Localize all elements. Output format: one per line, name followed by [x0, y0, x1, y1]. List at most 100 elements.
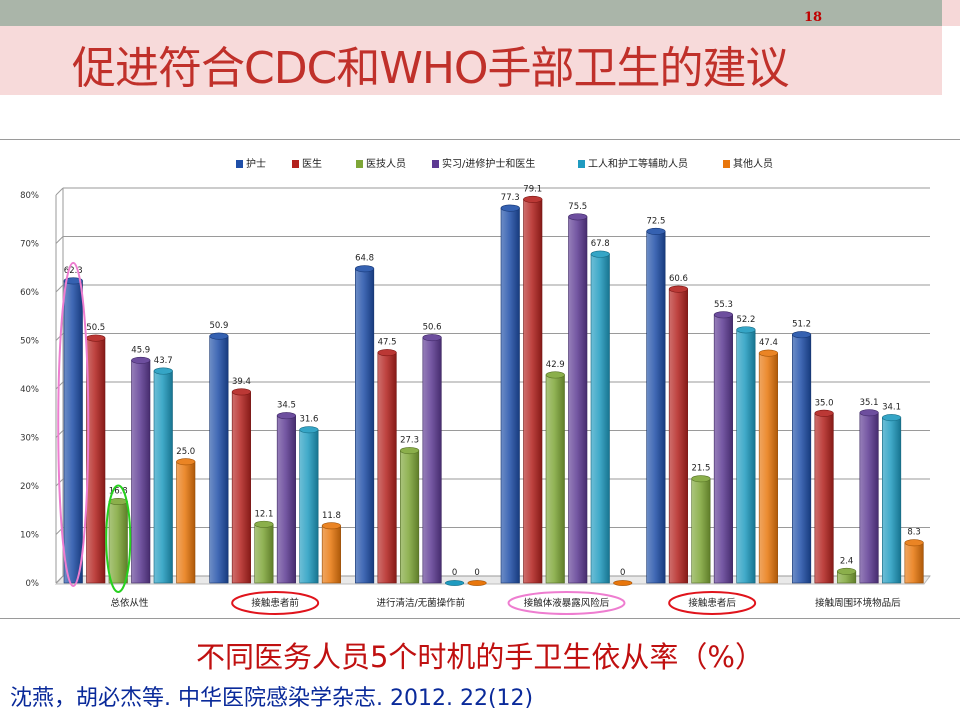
- value-label: 67.8: [591, 239, 610, 249]
- bar: [859, 409, 879, 584]
- bar-body: [691, 478, 711, 584]
- legend-swatch: [578, 160, 585, 168]
- bar: [758, 349, 778, 584]
- bar: [814, 409, 834, 584]
- bar: [355, 265, 375, 584]
- bar-zero-cap: [467, 580, 487, 586]
- bar: [86, 334, 106, 584]
- bar: [400, 447, 420, 584]
- bar-body: [904, 542, 924, 584]
- value-label: 50.6: [423, 323, 442, 333]
- bar-body: [86, 337, 106, 584]
- value-label: 27.3: [400, 436, 419, 446]
- value-label: 35.1: [860, 398, 879, 408]
- bar: [691, 475, 711, 584]
- gridline-diagonal-5: [55, 333, 64, 341]
- bar: [422, 334, 442, 584]
- category-label: 进行清洁/无菌操作前: [376, 597, 465, 609]
- bar: [590, 250, 610, 584]
- value-label: 52.2: [736, 315, 755, 325]
- bar: [299, 426, 319, 584]
- bar-cap: [231, 388, 251, 396]
- bar-cap: [176, 458, 196, 466]
- bar-cap: [63, 277, 83, 285]
- bar-cap: [758, 349, 778, 357]
- bar: [254, 520, 274, 584]
- bar-cap: [400, 447, 420, 455]
- bar-body: [859, 412, 879, 584]
- bar: [646, 227, 666, 584]
- bar-cap: [668, 285, 688, 293]
- legend-label: 医生: [302, 157, 322, 170]
- category-label: 接触周围环境物品后: [815, 597, 901, 609]
- bar: [613, 580, 633, 586]
- bar-cap: [209, 332, 229, 340]
- y-tick-label: 60%: [20, 288, 39, 298]
- bar: [736, 326, 756, 584]
- bar-zero-cap: [613, 580, 633, 586]
- gridline-diagonal-6: [55, 284, 64, 293]
- bar-body: [568, 216, 588, 584]
- bar-body: [814, 412, 834, 584]
- bar-body: [792, 334, 812, 584]
- bar: [176, 458, 196, 584]
- bar-cap: [713, 311, 733, 319]
- bar-cap: [837, 567, 857, 575]
- bar-cap: [545, 371, 565, 379]
- legend-label: 实习/进修护士和医生: [442, 157, 535, 170]
- gridline-diagonal-3: [55, 430, 64, 438]
- highlight-ellipse-green-bar: [105, 484, 132, 594]
- bar: [231, 388, 251, 584]
- bar-body: [355, 268, 375, 584]
- bar-body: [377, 352, 397, 584]
- bar: [108, 498, 128, 584]
- value-label: 11.8: [322, 511, 341, 521]
- bar-cap: [131, 356, 151, 364]
- highlight-ellipse-red: [231, 591, 320, 615]
- value-label: 62.3: [64, 266, 83, 276]
- bar-body: [209, 335, 229, 584]
- legend-label: 护士: [246, 157, 266, 170]
- bar-cap: [646, 227, 666, 235]
- chart-caption: 不同医务人员5个时机的手卫生依从率（%）: [195, 640, 764, 674]
- bar: [882, 414, 902, 584]
- bar-body: [713, 314, 733, 584]
- y-tick-label: 80%: [20, 191, 39, 201]
- slide-number: 18: [804, 10, 823, 25]
- bar: [837, 567, 857, 584]
- value-label: 55.3: [714, 300, 733, 310]
- value-label: 47.4: [759, 338, 778, 348]
- y-tick-label: 40%: [20, 385, 39, 395]
- value-label: 79.1: [523, 184, 542, 194]
- category-label: 接触体液暴露风险后: [524, 597, 610, 609]
- bar: [445, 580, 465, 586]
- bar-cap: [276, 412, 296, 420]
- bar: [500, 204, 520, 584]
- y-tick-label: 0%: [26, 579, 40, 589]
- highlight-ellipse-red: [668, 591, 757, 615]
- value-label: 8.3: [907, 528, 921, 538]
- bar-cap: [153, 367, 173, 375]
- value-label: 39.4: [232, 377, 251, 387]
- bar-body: [500, 207, 520, 584]
- bar-cap: [321, 522, 341, 530]
- bar: [545, 371, 565, 584]
- bar-cap: [691, 475, 711, 483]
- bar: [904, 539, 924, 584]
- bar-cap: [377, 349, 397, 357]
- slide-title: 促进符合CDC和WHO手部卫生的建议: [72, 43, 790, 94]
- bar-body: [254, 524, 274, 584]
- value-label: 77.3: [501, 193, 520, 203]
- bar-cap: [859, 409, 879, 417]
- bar-body: [523, 199, 543, 584]
- legend-label: 工人和护工等辅助人员: [588, 157, 688, 170]
- value-label: 34.5: [277, 401, 296, 411]
- legend-swatch: [236, 160, 243, 168]
- highlight-ellipse-pink: [507, 591, 626, 615]
- value-label: 51.2: [792, 320, 811, 330]
- value-label: 75.5: [568, 202, 587, 212]
- bar-cap: [86, 334, 106, 342]
- title-bar: [0, 26, 942, 95]
- bar-body: [231, 391, 251, 584]
- value-label: 35.0: [815, 398, 834, 408]
